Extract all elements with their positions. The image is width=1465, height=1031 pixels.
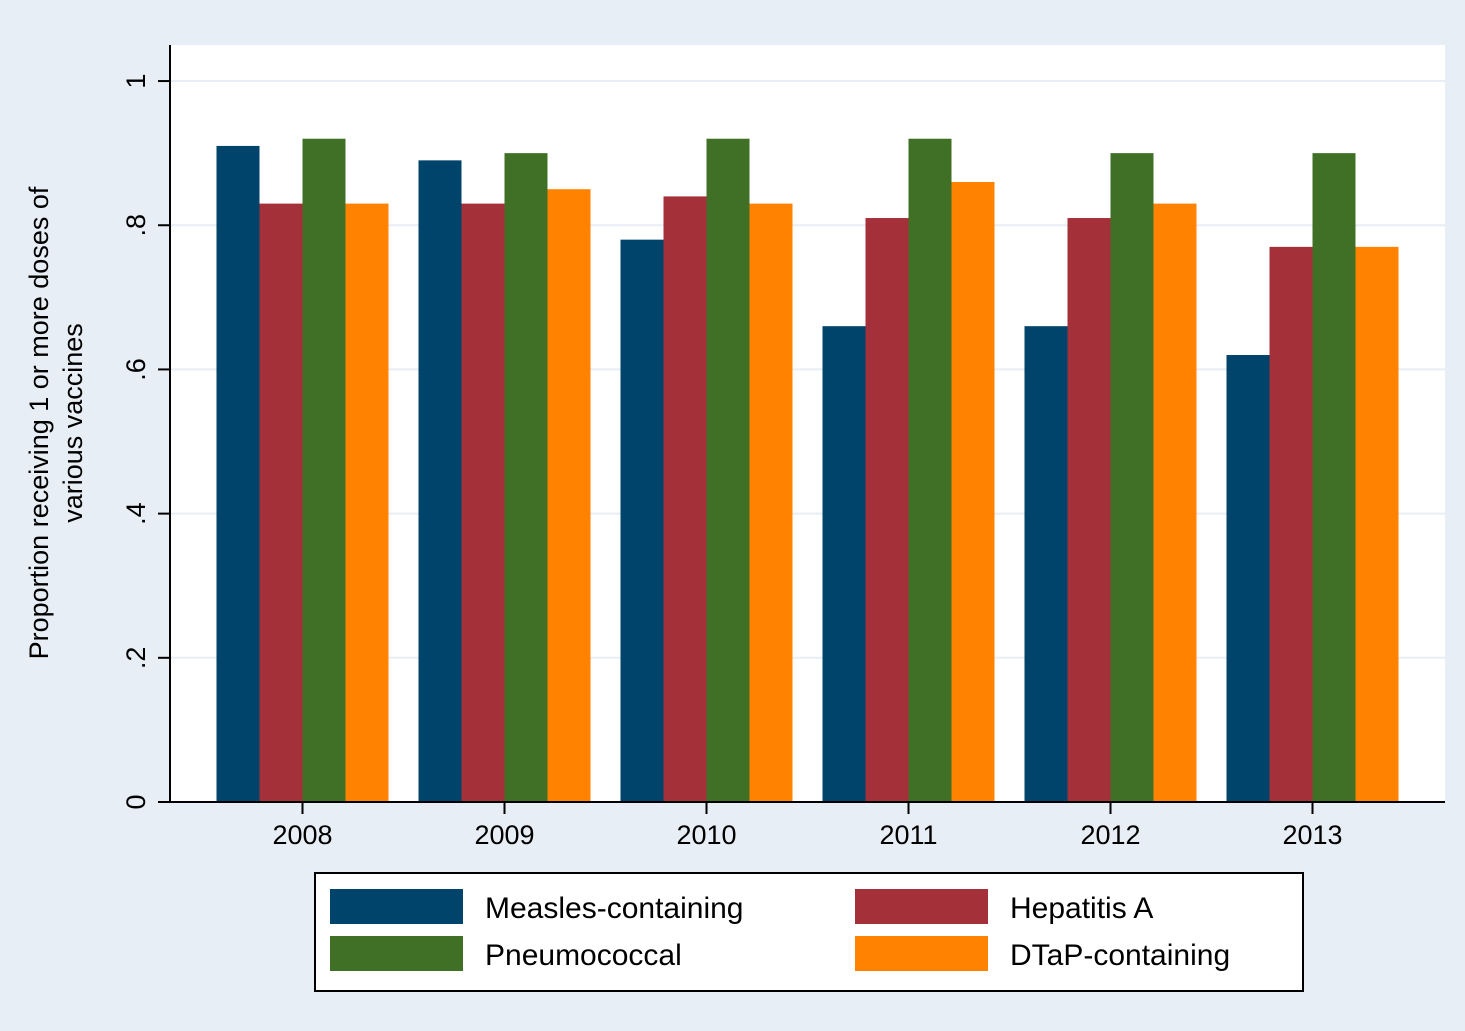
x-tick-label: 2010 [676,820,736,850]
bar-dtap-containing-2008 [345,203,389,803]
x-tick-label: 2011 [879,820,937,850]
legend-swatch [330,936,463,971]
bar-pneumococcal-2010 [706,138,750,802]
legend-label: Pneumococcal [485,939,682,972]
bar-dtap-containing-2010 [749,203,793,803]
legend-swatch [330,889,463,924]
bar-dtap-containing-2009 [547,189,591,802]
bar-hepatitis-a-2010 [663,196,707,802]
y-axis-label-line-2: various vaccines [58,323,88,523]
axes [169,45,1445,803]
bar-measles-containing-2009 [418,160,462,802]
legend-label: DTaP-containing [1010,939,1230,972]
bar-measles-containing-2010 [620,239,664,802]
bar-measles-containing-2012 [1024,326,1068,802]
y-ticks: 0 .2 .4 .6 .8 1 [121,74,170,810]
bar-pneumococcal-2008 [302,138,346,802]
bar-hepatitis-a-2011 [865,218,909,802]
bar-hepatitis-a-2008 [259,203,303,803]
legend-box [314,872,1304,992]
bar-measles-containing-2013 [1226,355,1270,802]
bar-dtap-containing-2013 [1355,246,1399,802]
bar-pneumococcal-2009 [504,153,548,803]
y-tick-label: 1 [121,74,151,89]
bar-measles-containing-2011 [822,326,866,802]
bar-dtap-containing-2011 [951,181,995,802]
bar-hepatitis-a-2013 [1269,246,1313,802]
y-tick-label: 0 [121,794,151,809]
x-tick-label: 2012 [1080,820,1140,850]
x-tick-label: 2008 [272,820,332,850]
y-tick-label: .6 [121,358,151,381]
x-tick-label: 2013 [1282,820,1342,850]
bar-hepatitis-a-2012 [1067,218,1111,802]
bar-hepatitis-a-2009 [461,203,505,803]
legend-label: Hepatitis A [1010,892,1153,925]
y-tick-label: .4 [121,502,151,525]
x-ticks: 2008 2009 2010 2011 2012 2013 [272,802,1343,850]
y-tick-label: .8 [121,214,151,237]
legend-swatch [855,936,988,971]
y-tick-label: .2 [121,647,151,670]
legend: Measles-containing Hepatitis A Pneumococca… [314,872,1304,992]
legend-swatch [855,889,988,924]
bar-measles-containing-2008 [216,145,260,802]
bars [216,138,1399,803]
x-tick-label: 2009 [474,820,534,850]
bar-pneumococcal-2011 [908,138,952,802]
bar-pneumococcal-2013 [1312,153,1356,803]
bar-pneumococcal-2012 [1110,153,1154,803]
bar-dtap-containing-2012 [1153,203,1197,803]
y-axis-label-line-1: Proportion receiving 1 or more doses of [24,186,54,659]
legend-label: Measles-containing [485,892,743,925]
